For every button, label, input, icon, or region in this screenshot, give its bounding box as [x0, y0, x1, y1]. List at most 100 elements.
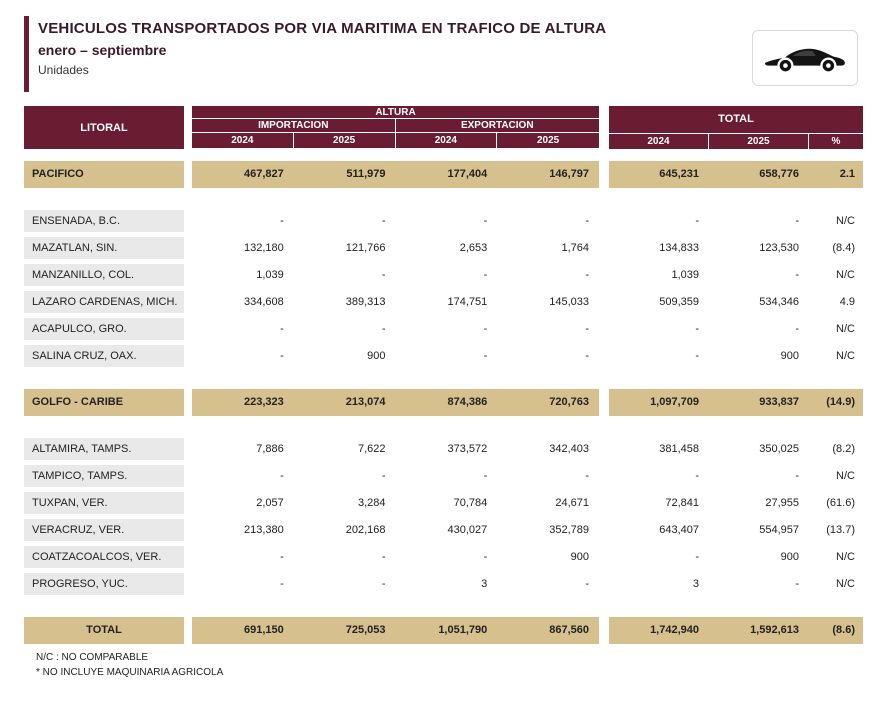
cell-value: 2,057: [256, 497, 284, 509]
cell-value: 352,789: [549, 524, 589, 536]
cell-value: 467,827: [192, 161, 294, 188]
row-label: ALTAMIRA, TAMPS.: [24, 438, 184, 460]
cell-value: 3,284: [357, 497, 386, 509]
cell-total: -: [695, 215, 699, 227]
spacer-row: [24, 600, 864, 612]
cell-value: -: [381, 323, 386, 335]
table-row: COATZACOALCOS, VER. - - - 900 - 900 N/C: [24, 546, 864, 568]
cell-value: -: [585, 323, 589, 335]
cell-percent: 4.9: [839, 296, 855, 308]
cell-percent: 2.1: [809, 161, 863, 188]
cell-value: 7,886: [256, 443, 284, 455]
cell-total: 1,097,709: [609, 389, 709, 416]
year-header: 2025: [709, 134, 809, 149]
cell-total: -: [795, 470, 799, 482]
column-gap: [184, 438, 192, 460]
cell-value: -: [483, 215, 488, 227]
column-group-altura: ALTURA IMPORTACION EXPORTACION 2024 2025…: [192, 106, 599, 149]
cell-total: 933,837: [709, 389, 809, 416]
column-gap: [184, 291, 192, 313]
cell-total: -: [695, 350, 699, 362]
column-gap: [599, 210, 609, 232]
cell-total: 350,025: [759, 443, 799, 455]
cell-value: 1,051,790: [395, 617, 498, 644]
cell-value: 874,386: [395, 389, 498, 416]
table-row: ALTAMIRA, TAMPS. 7,886 7,622 373,572 342,403…: [24, 438, 864, 460]
cell-value: 342,403: [549, 443, 589, 455]
table-row: MANZANILLO, COL. 1,039 - - - 1,039 - N/C: [24, 264, 864, 286]
cell-total: 1,592,613: [709, 617, 809, 644]
cell-value: 24,671: [555, 497, 589, 509]
cell-value: -: [585, 215, 589, 227]
column-gap: [599, 237, 609, 259]
column-gap: [184, 264, 192, 286]
units-label: Unidades: [38, 63, 89, 77]
year-header: 2024: [395, 133, 498, 148]
page-title: VEHICULOS TRANSPORTADOS POR VIA MARITIMA…: [38, 20, 607, 37]
column-gap: [599, 389, 609, 416]
importacion-exportacion-row: IMPORTACION EXPORTACION: [192, 119, 599, 133]
page-subtitle: enero – septiembre: [38, 42, 167, 58]
cell-value: -: [280, 578, 284, 590]
table-body: PACIFICO 467,827 511,979 177,404 146,797 645,…: [24, 161, 864, 644]
cell-total: -: [695, 323, 699, 335]
cell-percent: N/C: [836, 470, 855, 482]
table-row: TOTAL 691,150 725,053 1,051,790 867,560 1,742…: [24, 617, 864, 644]
cell-total: -: [795, 215, 799, 227]
column-gap: [184, 345, 192, 367]
title-block: VEHICULOS TRANSPORTADOS POR VIA MARITIMA…: [24, 10, 864, 77]
column-header-importacion: IMPORTACION: [192, 119, 396, 133]
cell-value: -: [381, 551, 386, 563]
cell-total: 381,458: [659, 443, 699, 455]
column-gap: [599, 465, 609, 487]
table-row: ENSENADA, B.C. - - - - - - N/C: [24, 210, 864, 232]
cell-value: 3: [481, 578, 488, 590]
column-gap: [599, 617, 609, 644]
cell-total: 1,742,940: [609, 617, 709, 644]
accent-bar: [24, 16, 29, 92]
cell-value: 900: [570, 551, 589, 563]
cell-total: 1,039: [671, 269, 699, 281]
cell-value: -: [280, 323, 284, 335]
column-gap: [599, 573, 609, 595]
cell-value: 1,039: [256, 269, 284, 281]
row-label: MAZATLAN, SIN.: [24, 237, 184, 259]
cell-value: -: [483, 551, 488, 563]
cell-percent: (61.6): [826, 497, 855, 509]
cell-total: -: [795, 578, 799, 590]
row-label: MANZANILLO, COL.: [24, 264, 184, 286]
row-label: VERACRUZ, VER.: [24, 519, 184, 541]
cell-total: 643,407: [659, 524, 699, 536]
column-gap: [184, 492, 192, 514]
cell-total: 3: [692, 578, 699, 590]
column-gap: [599, 291, 609, 313]
cell-value: -: [280, 551, 284, 563]
cell-value: 70,784: [453, 497, 488, 509]
row-label: SALINA CRUZ, OAX.: [24, 345, 184, 367]
cell-total: 534,346: [759, 296, 799, 308]
column-gap: [599, 345, 609, 367]
cell-percent: N/C: [836, 350, 855, 362]
cell-value: 213,380: [243, 524, 284, 536]
cell-percent: (8.4): [832, 242, 855, 254]
year-header: 2024: [192, 133, 294, 148]
cell-total: 134,833: [659, 242, 699, 254]
altura-years-row: 2024 2025 2024 2025: [192, 133, 599, 148]
table-row: PROGRESO, YUC. - - 3 - 3 - N/C: [24, 573, 864, 595]
footnote-nc: N/C : NO COMPARABLE: [36, 652, 149, 663]
column-gap: [599, 264, 609, 286]
table-row: LAZARO CARDENAS, MICH. 334,608 389,313 174,…: [24, 291, 864, 313]
cell-percent: (8.6): [809, 617, 863, 644]
cell-total: -: [795, 269, 799, 281]
cell-value: 213,074: [293, 389, 396, 416]
car-logo-box: [752, 30, 858, 86]
table-row: TAMPICO, TAMPS. - - - - - - N/C: [24, 465, 864, 487]
row-label: LAZARO CARDENAS, MICH.: [24, 291, 184, 313]
cell-value: -: [585, 470, 589, 482]
column-gap: [184, 237, 192, 259]
cell-total: 554,957: [759, 524, 799, 536]
table-row: PACIFICO 467,827 511,979 177,404 146,797 645,…: [24, 161, 864, 188]
column-gap: [599, 519, 609, 541]
column-gap: [184, 465, 192, 487]
table-row: MAZATLAN, SIN. 132,180 121,766 2,653 1,764 13…: [24, 237, 864, 259]
